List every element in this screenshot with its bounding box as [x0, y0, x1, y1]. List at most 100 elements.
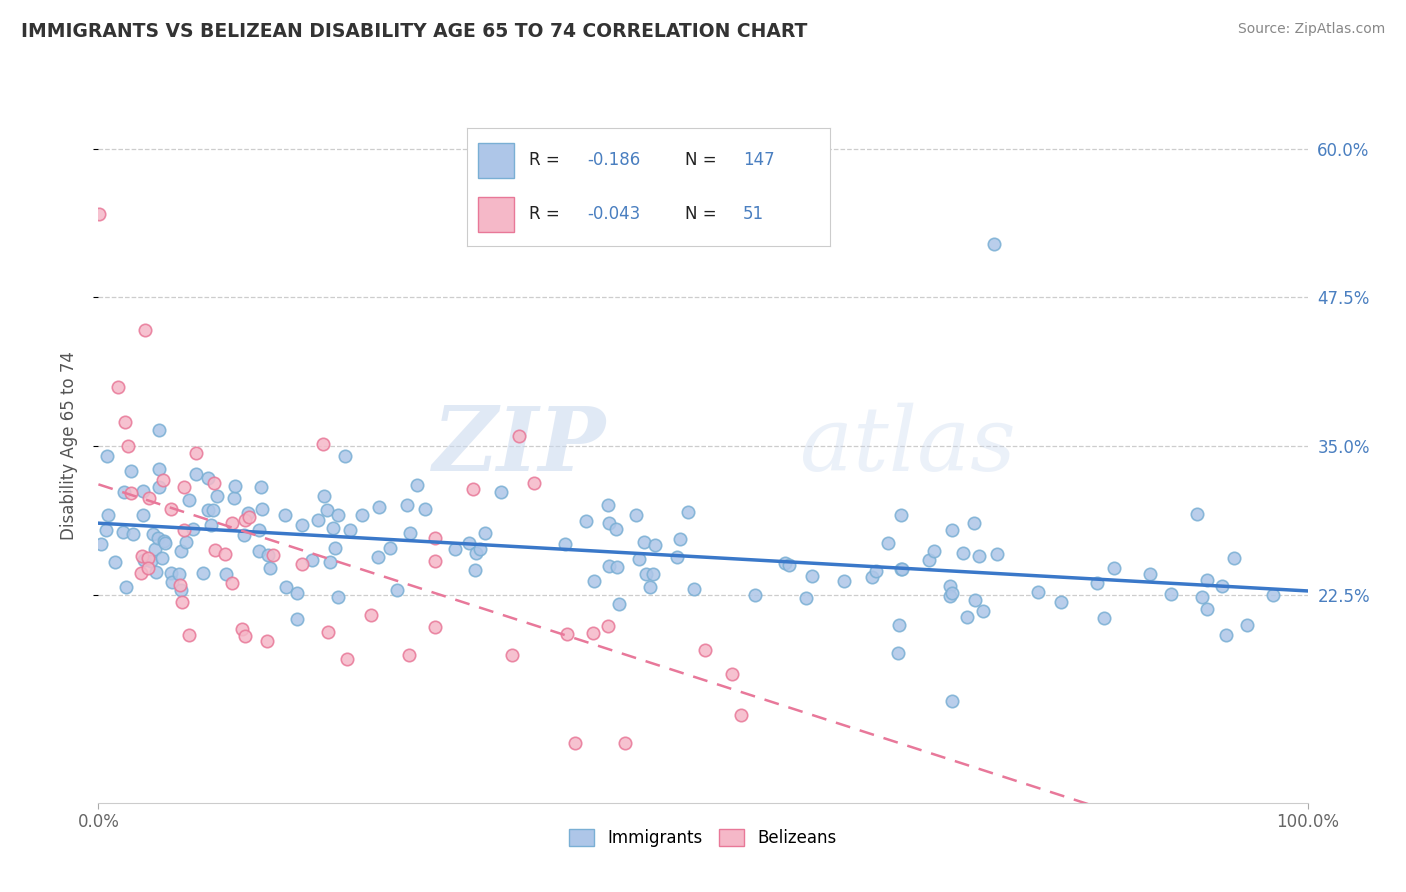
- Point: [336, 652, 359, 666]
- Point: [557, 627, 579, 641]
- Point: [865, 564, 887, 578]
- Point: [146, 532, 169, 546]
- Point: [233, 629, 256, 643]
- Point: [204, 543, 226, 558]
- Point: [607, 597, 630, 611]
- Point: [399, 525, 422, 540]
- Point: [668, 532, 690, 546]
- Point: [150, 551, 173, 566]
- Point: [143, 541, 166, 556]
- Point: [117, 439, 139, 453]
- Point: [695, 643, 717, 657]
- Point: [222, 491, 245, 505]
- Point: [326, 591, 349, 605]
- Point: [1223, 550, 1246, 565]
- Point: [145, 565, 167, 579]
- Point: [1085, 576, 1108, 591]
- Point: [160, 501, 183, 516]
- Point: [291, 517, 314, 532]
- Point: [640, 580, 662, 594]
- Point: [129, 566, 152, 580]
- Point: [676, 505, 699, 519]
- Point: [169, 544, 191, 558]
- Point: [582, 625, 605, 640]
- Point: [598, 516, 620, 530]
- Point: [274, 580, 297, 594]
- Point: [425, 531, 447, 545]
- Point: [939, 579, 962, 593]
- Point: [730, 708, 752, 723]
- Point: [173, 480, 195, 494]
- Point: [554, 537, 576, 551]
- Point: [956, 610, 979, 624]
- Point: [170, 582, 193, 597]
- Point: [983, 236, 1005, 251]
- Point: [633, 534, 655, 549]
- Point: [138, 491, 160, 505]
- Point: [181, 522, 204, 536]
- Point: [744, 589, 766, 603]
- Point: [221, 516, 243, 530]
- Point: [90, 537, 112, 551]
- Point: [186, 446, 208, 460]
- Text: ZIP: ZIP: [433, 403, 606, 489]
- Point: [941, 523, 963, 537]
- Point: [173, 523, 195, 537]
- Point: [1049, 595, 1071, 609]
- Point: [969, 549, 991, 563]
- Point: [191, 566, 214, 580]
- Point: [169, 578, 191, 592]
- Point: [367, 550, 389, 565]
- Point: [614, 736, 637, 750]
- Point: [385, 582, 408, 597]
- Point: [444, 541, 467, 556]
- Point: [794, 591, 817, 606]
- Point: [952, 546, 974, 560]
- Point: [832, 574, 855, 589]
- Point: [598, 559, 620, 574]
- Point: [202, 476, 225, 491]
- Point: [918, 553, 941, 567]
- Point: [1102, 560, 1125, 574]
- Point: [291, 558, 314, 572]
- Point: [120, 486, 142, 500]
- Point: [250, 480, 273, 494]
- Point: [96, 449, 118, 463]
- Point: [489, 484, 512, 499]
- Point: [605, 522, 627, 536]
- Point: [468, 541, 491, 556]
- Point: [965, 593, 987, 607]
- Point: [350, 508, 373, 523]
- Point: [174, 535, 197, 549]
- Point: [256, 634, 278, 648]
- Point: [666, 550, 689, 565]
- Point: [624, 508, 647, 522]
- Point: [301, 553, 323, 567]
- Point: [778, 558, 800, 572]
- Point: [464, 563, 486, 577]
- Point: [112, 484, 135, 499]
- Point: [887, 618, 910, 632]
- Point: [423, 554, 446, 568]
- Point: [1092, 611, 1115, 625]
- Point: [720, 667, 742, 681]
- Text: Source: ZipAtlas.com: Source: ZipAtlas.com: [1237, 22, 1385, 37]
- Point: [120, 464, 142, 478]
- Text: atlas: atlas: [800, 402, 1015, 490]
- Point: [636, 567, 658, 582]
- Point: [941, 586, 963, 600]
- Point: [1263, 587, 1285, 601]
- Point: [200, 518, 222, 533]
- Point: [564, 736, 586, 750]
- Point: [247, 523, 270, 537]
- Point: [1195, 602, 1218, 616]
- Point: [596, 619, 619, 633]
- Point: [179, 492, 201, 507]
- Point: [96, 523, 118, 537]
- Point: [333, 449, 356, 463]
- Point: [582, 574, 605, 588]
- Point: [801, 569, 824, 583]
- Point: [141, 554, 163, 568]
- Point: [153, 536, 176, 550]
- Point: [250, 502, 273, 516]
